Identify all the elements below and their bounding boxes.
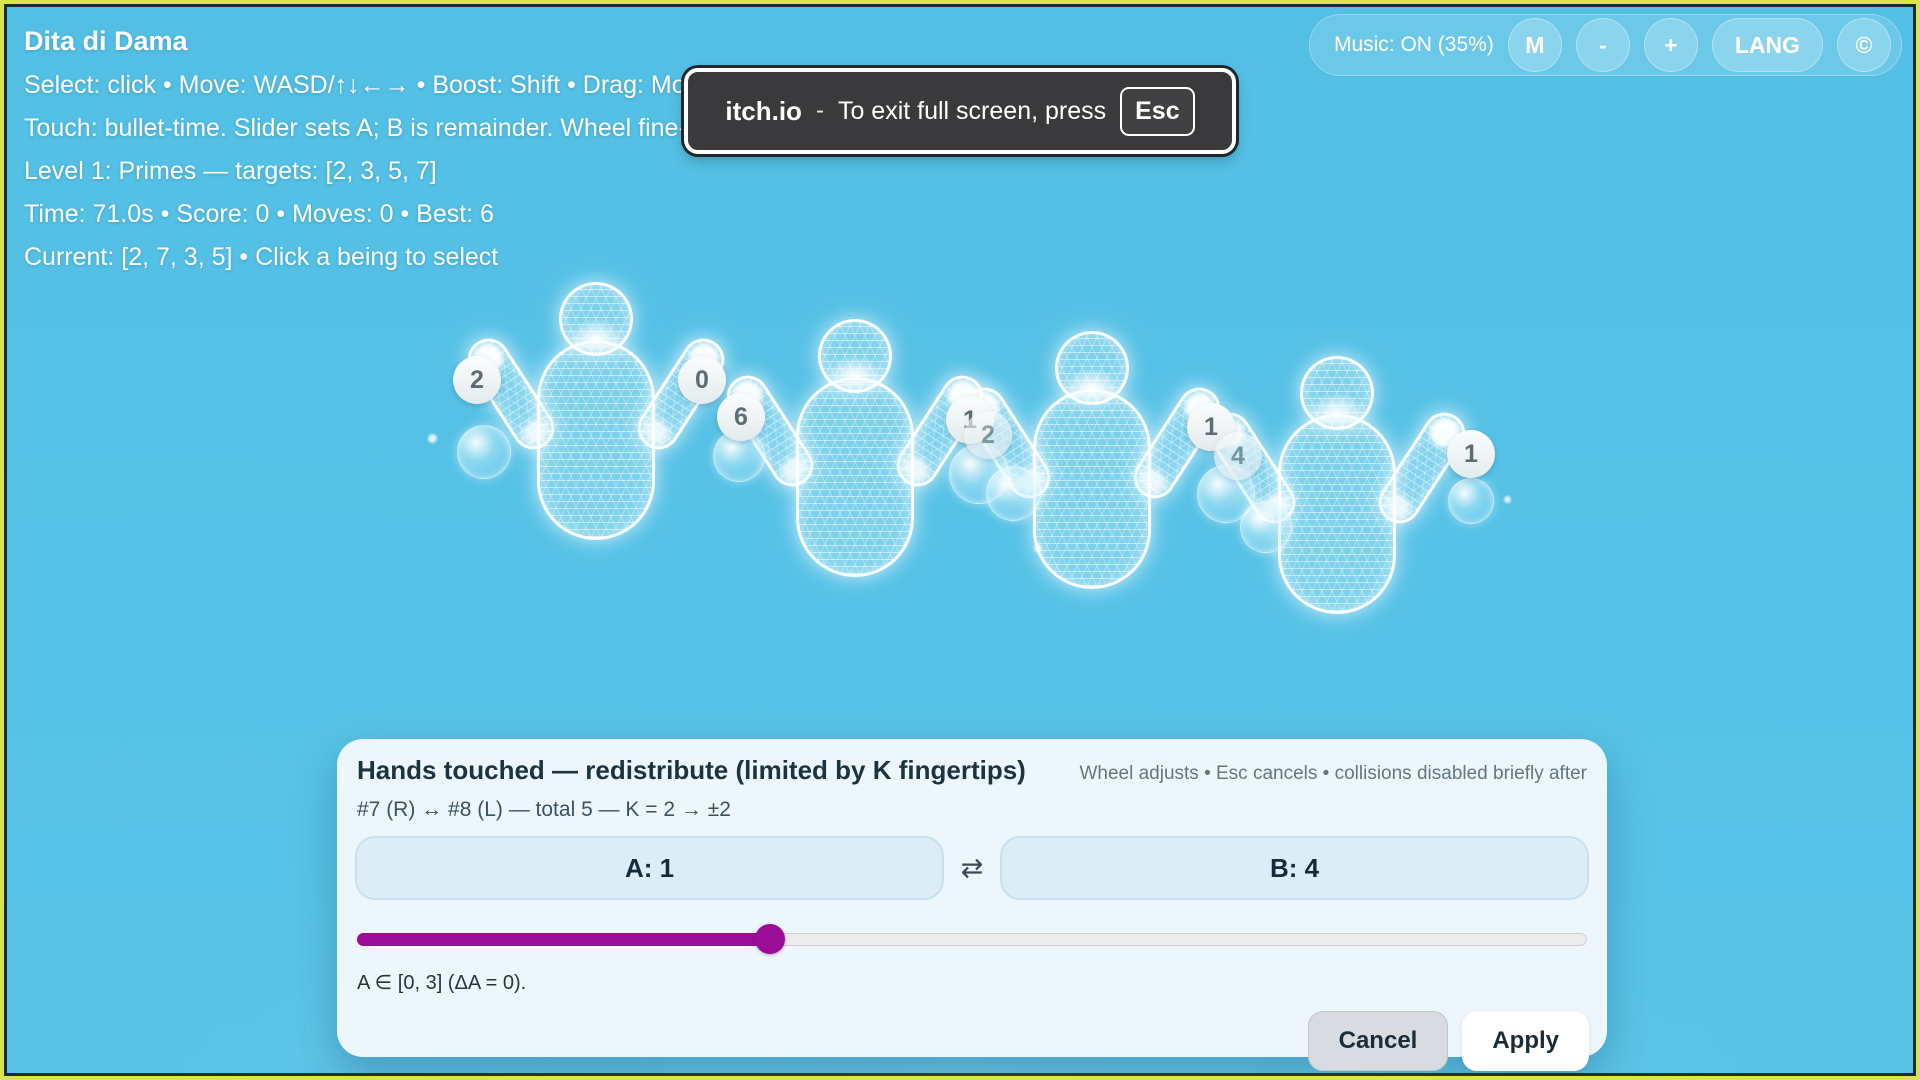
slider-thumb[interactable] [755,924,786,954]
itchio-logo-text: itch.io [725,95,802,126]
dialog-hint: Wheel adjusts • Esc cancels • collisions… [1079,763,1587,784]
hud-level-line: Level 1: Primes — targets: [2, 3, 5, 7] [24,157,437,185]
banner-message: To exit full screen, press [837,96,1107,125]
sparkle [1504,496,1511,503]
esc-keycap: Esc [1120,86,1195,136]
being-2-head [818,319,892,393]
volume-up-button[interactable]: + [1643,18,1698,72]
fullscreen-exit-banner: itch.io - To exit full screen, press Esc [684,68,1236,154]
being-4[interactable] [1200,356,1474,646]
being-3[interactable] [955,331,1229,621]
sparkle [428,434,437,443]
being-3-torso [1033,389,1151,589]
dialog-title: Hands touched — redistribute (limited by… [357,755,1026,785]
redistribute-dialog: Hands touched — redistribute (limited by… [337,739,1607,1071]
being-2-torso [796,377,914,577]
game-title: Dita di Dama [24,26,188,56]
a-value-slider[interactable] [357,924,1587,954]
fingertip-count-badge: 2 [453,356,501,404]
credits-button[interactable]: © [1837,18,1891,72]
mute-button[interactable]: M [1507,18,1562,72]
fingertip-orb [986,466,1041,521]
language-button[interactable]: LANG [1711,18,1823,72]
audio-language-toolbar: Music: ON (35%) M - + LANG © [1308,14,1902,76]
being-1-torso [537,340,655,540]
hud-controls-line: Select: click • Move: WASD/↑↓←→ • Boost:… [24,71,747,99]
fingertip-count-badge: 0 [678,356,726,404]
music-status-label: Music: ON (35%) [1333,33,1494,56]
fingertip-orb [1240,501,1292,553]
dialog-detail: #7 (R) ↔ #8 (L) — total 5 — K = 2 → ±2 [357,798,731,821]
swap-arrows-icon: ⇄ [960,852,984,883]
being-1-head [559,282,633,356]
sparkle [1034,544,1042,552]
volume-down-button[interactable]: - [1575,18,1630,72]
fingertip-count-badge: 4 [1214,432,1262,480]
apply-button[interactable]: Apply [1462,1011,1589,1071]
hud-score-line: Time: 71.0s • Score: 0 • Moves: 0 • Best… [24,200,494,228]
being-4-torso [1278,414,1396,614]
hud-current-line: Current: [2, 7, 3, 5] • Click a being to… [24,243,499,271]
ab-values-row: A: 1 ⇄ B: 4 [355,836,1589,900]
banner-separator: - [815,97,824,124]
fingertip-count-badge: 2 [964,411,1012,459]
slider-fill [357,933,771,946]
value-b-box: B: 4 [1000,836,1589,900]
being-1[interactable] [459,282,733,572]
hud-touch-line: Touch: bullet-time. Slider sets A; B is … [24,114,748,142]
being-3-head [1055,331,1129,405]
fingertip-count-badge: 6 [717,393,765,441]
range-note: A ∈ [0, 3] (ΔA = 0). [357,972,527,994]
fingertip-orb [1448,478,1494,524]
value-a-box: A: 1 [355,836,944,900]
fingertip-orb [457,425,511,479]
being-4-head [1300,356,1374,430]
fingertip-count-badge: 1 [1447,430,1495,478]
hud: Dita di Dama Select: click • Move: WASD/… [24,26,748,286]
cancel-button[interactable]: Cancel [1307,1011,1449,1071]
being-2[interactable] [718,319,992,609]
dialog-header: Hands touched — redistribute (limited by… [355,755,1589,786]
dialog-buttons: Cancel Apply [355,1011,1589,1071]
fingertip-count-badge: 1 [1187,403,1235,451]
